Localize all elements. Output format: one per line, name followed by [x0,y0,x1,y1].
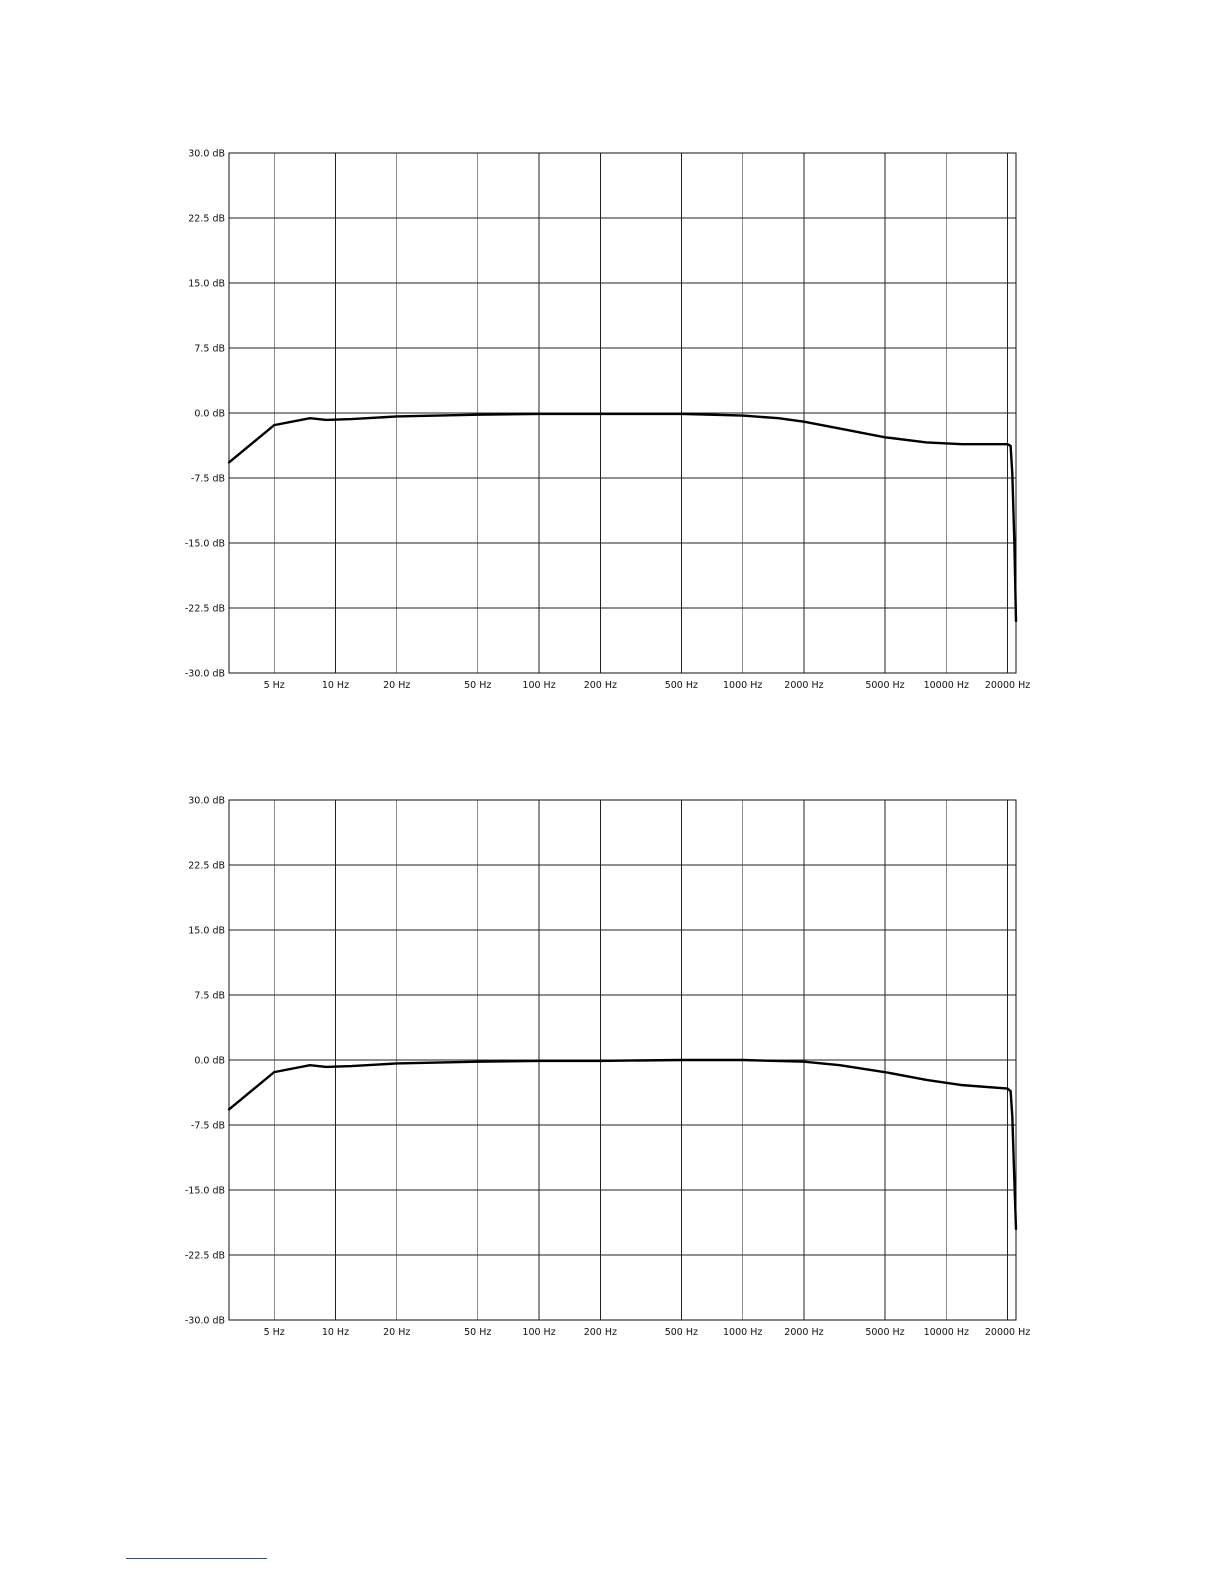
x-tick-label: 10000 Hz [924,1327,969,1338]
y-tick-label: -30.0 dB [185,669,225,680]
x-tick-label: 5000 Hz [865,1327,904,1338]
plot-frame [228,799,1017,1321]
y-tick-label: -15.0 dB [185,539,225,550]
x-tick-label: 5000 Hz [865,680,904,691]
footnote-separator [126,1558,267,1559]
x-tick-label: 5 Hz [264,680,285,691]
y-tick-label: 15.0 dB [188,279,225,290]
x-tick-label: 50 Hz [464,1327,491,1338]
y-tick-label: 7.5 dB [194,344,225,355]
x-tick-label: 5 Hz [264,1327,285,1338]
x-tick-label: 10000 Hz [924,680,969,691]
y-tick-label: 7.5 dB [194,991,225,1002]
y-tick-label: -7.5 dB [191,474,225,485]
x-tick-label: 10 Hz [322,1327,349,1338]
y-tick-label: 30.0 dB [188,796,225,807]
x-tick-label: 100 Hz [522,680,555,691]
x-tick-label: 50 Hz [464,680,491,691]
x-tick-label: 20 Hz [383,1327,410,1338]
frequency-response-chart-bottom: 30.0 dB 22.5 dB 15.0 dB 7.5 dB 0.0 dB -7.5 dB… [185,796,1030,1339]
x-tick-label: 100 Hz [522,1327,555,1338]
y-tick-label: -22.5 dB [185,604,225,615]
y-tick-label: -7.5 dB [191,1121,225,1132]
y-tick-label: -15.0 dB [185,1186,225,1197]
y-tick-label: 0.0 dB [194,1056,225,1067]
x-tick-label: 10 Hz [322,680,349,691]
y-tick-label: -22.5 dB [185,1251,225,1262]
plot-frame [228,152,1017,674]
x-tick-label: 1000 Hz [723,1327,762,1338]
x-tick-label: 200 Hz [584,1327,617,1338]
x-tick-label: 200 Hz [584,680,617,691]
y-tick-label: 0.0 dB [194,409,225,420]
x-tick-label: 1000 Hz [723,680,762,691]
y-tick-label: 22.5 dB [188,214,225,225]
response-curve [227,1058,1018,1231]
y-tick-label: 30.0 dB [188,149,225,160]
response-curve [227,412,1018,623]
y-tick-label: 15.0 dB [188,926,225,937]
y-tick-label: 22.5 dB [188,861,225,872]
x-tick-label: 20000 Hz [985,680,1030,691]
x-tick-label: 20000 Hz [985,1327,1030,1338]
x-tick-label: 2000 Hz [784,1327,823,1338]
y-tick-label: -30.0 dB [185,1316,225,1327]
x-tick-label: 500 Hz [665,1327,698,1338]
x-tick-label: 2000 Hz [784,680,823,691]
x-tick-label: 500 Hz [665,680,698,691]
x-tick-label: 20 Hz [383,680,410,691]
frequency-response-chart-top: 30.0 dB 22.5 dB 15.0 dB 7.5 dB 0.0 dB -7.5 dB… [185,149,1030,692]
